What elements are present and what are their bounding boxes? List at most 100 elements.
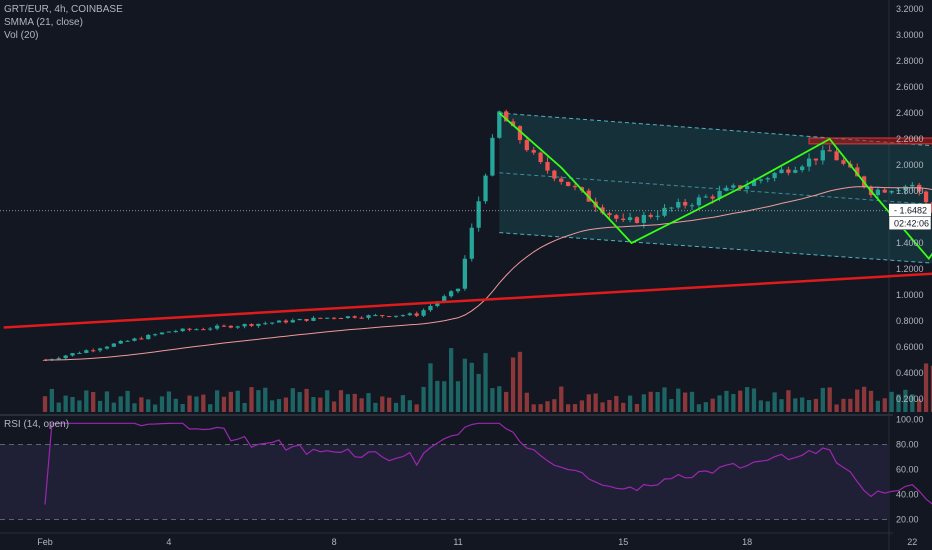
candle-body <box>104 346 110 349</box>
volume-bar <box>166 391 172 412</box>
candle-body <box>786 169 791 173</box>
candle-body <box>338 317 344 319</box>
volume-bar <box>758 400 764 412</box>
volume-bar <box>903 389 908 412</box>
volume-bar <box>435 380 440 412</box>
candle-body <box>97 348 103 351</box>
candle-body <box>538 152 543 162</box>
volume-bar <box>483 353 488 412</box>
candle-body <box>194 329 199 331</box>
last-price-box <box>889 203 931 217</box>
volume-bar <box>538 404 543 412</box>
candle-body <box>366 315 371 318</box>
volume-bar <box>297 392 302 412</box>
volume-bar <box>545 401 550 412</box>
volume-bar <box>552 399 557 412</box>
candle-body <box>276 320 282 323</box>
volume-bar <box>159 396 165 412</box>
candle-body <box>889 190 894 193</box>
volume-bar <box>889 391 894 412</box>
volume-bar <box>689 391 695 412</box>
candle-body <box>834 151 839 161</box>
volume-bar <box>710 398 715 412</box>
price-tick-label: 1.2000 <box>896 264 924 274</box>
candle-body <box>290 320 295 323</box>
pattern-path <box>498 112 932 261</box>
volume-bar <box>786 390 791 412</box>
volume-bar <box>70 396 75 412</box>
candle-body <box>373 315 378 317</box>
volume-bar <box>235 390 240 412</box>
volume-bar <box>318 397 323 412</box>
price-tick-label: 1.4000 <box>896 238 924 248</box>
candle-body <box>731 185 736 188</box>
price-tick-label: 1.8000 <box>896 186 924 196</box>
volume-bar <box>366 393 371 412</box>
candle-body <box>325 317 330 319</box>
price-tick-label: 2.8000 <box>896 56 924 66</box>
rsi-tick-label: 100.00 <box>896 415 924 425</box>
volume-bar <box>407 400 412 412</box>
candle-body <box>442 296 447 302</box>
candle-body <box>159 332 165 335</box>
volume-bar <box>765 401 770 412</box>
volume-bar <box>648 391 653 412</box>
symbol-header: GRT/EUR, 4h, COINBASE <box>4 4 123 15</box>
candle-body <box>111 343 116 347</box>
candle-body <box>517 126 523 141</box>
time-tick-label: 15 <box>618 537 628 547</box>
candle-body <box>490 137 495 176</box>
candle-body <box>428 305 433 311</box>
candle-body <box>910 184 915 187</box>
candle-body <box>758 179 764 181</box>
candle-body <box>393 315 399 317</box>
volume-bar <box>717 395 722 412</box>
last-price-label: - 1.6482 <box>894 206 927 216</box>
candle-body <box>841 160 846 164</box>
volume-bar <box>84 390 89 412</box>
volume-bars <box>42 348 932 412</box>
volume-bar <box>91 392 96 412</box>
volume-bar <box>393 402 399 412</box>
candle-body <box>152 334 158 336</box>
candle-body <box>421 310 426 316</box>
volume-bar <box>152 404 158 412</box>
price-tick-label: 2.0000 <box>896 160 924 170</box>
volume-bar <box>263 387 268 412</box>
time-tick-label: 8 <box>332 537 337 547</box>
candle-body <box>56 358 61 360</box>
candle-body <box>710 196 715 199</box>
volume-bar <box>469 362 474 412</box>
candle-body <box>559 178 564 182</box>
candle-body <box>221 325 227 327</box>
candles <box>42 109 932 362</box>
candle-body <box>772 173 777 179</box>
volume-label: Vol (20) <box>4 30 39 41</box>
rsi-tick-label: 80.00 <box>896 440 919 450</box>
volume-bar <box>201 394 206 412</box>
volume-bar <box>448 348 454 412</box>
rsi-label: RSI (14, open) <box>4 419 70 430</box>
volume-bar <box>387 397 392 412</box>
volume-bar <box>724 390 729 412</box>
price-tick-label: 2.2000 <box>896 134 924 144</box>
candle-body <box>483 175 488 202</box>
candle-body <box>263 323 268 325</box>
volume-bar <box>910 394 915 412</box>
volume-bar <box>559 386 564 412</box>
volume-bar <box>696 404 702 412</box>
candle-body <box>683 201 688 206</box>
candle-body <box>91 350 96 352</box>
volume-bar <box>738 390 743 412</box>
volume-bar <box>579 400 585 412</box>
candle-body <box>669 207 674 209</box>
countdown-box <box>888 216 932 230</box>
volume-bar <box>63 395 68 412</box>
candle-body <box>820 150 825 161</box>
volume-bar <box>187 395 192 412</box>
candle-body <box>793 170 798 173</box>
rsi-band-fill <box>0 444 888 520</box>
volume-bar <box>249 387 254 412</box>
candle-body <box>201 329 206 331</box>
candle-body <box>180 328 185 332</box>
